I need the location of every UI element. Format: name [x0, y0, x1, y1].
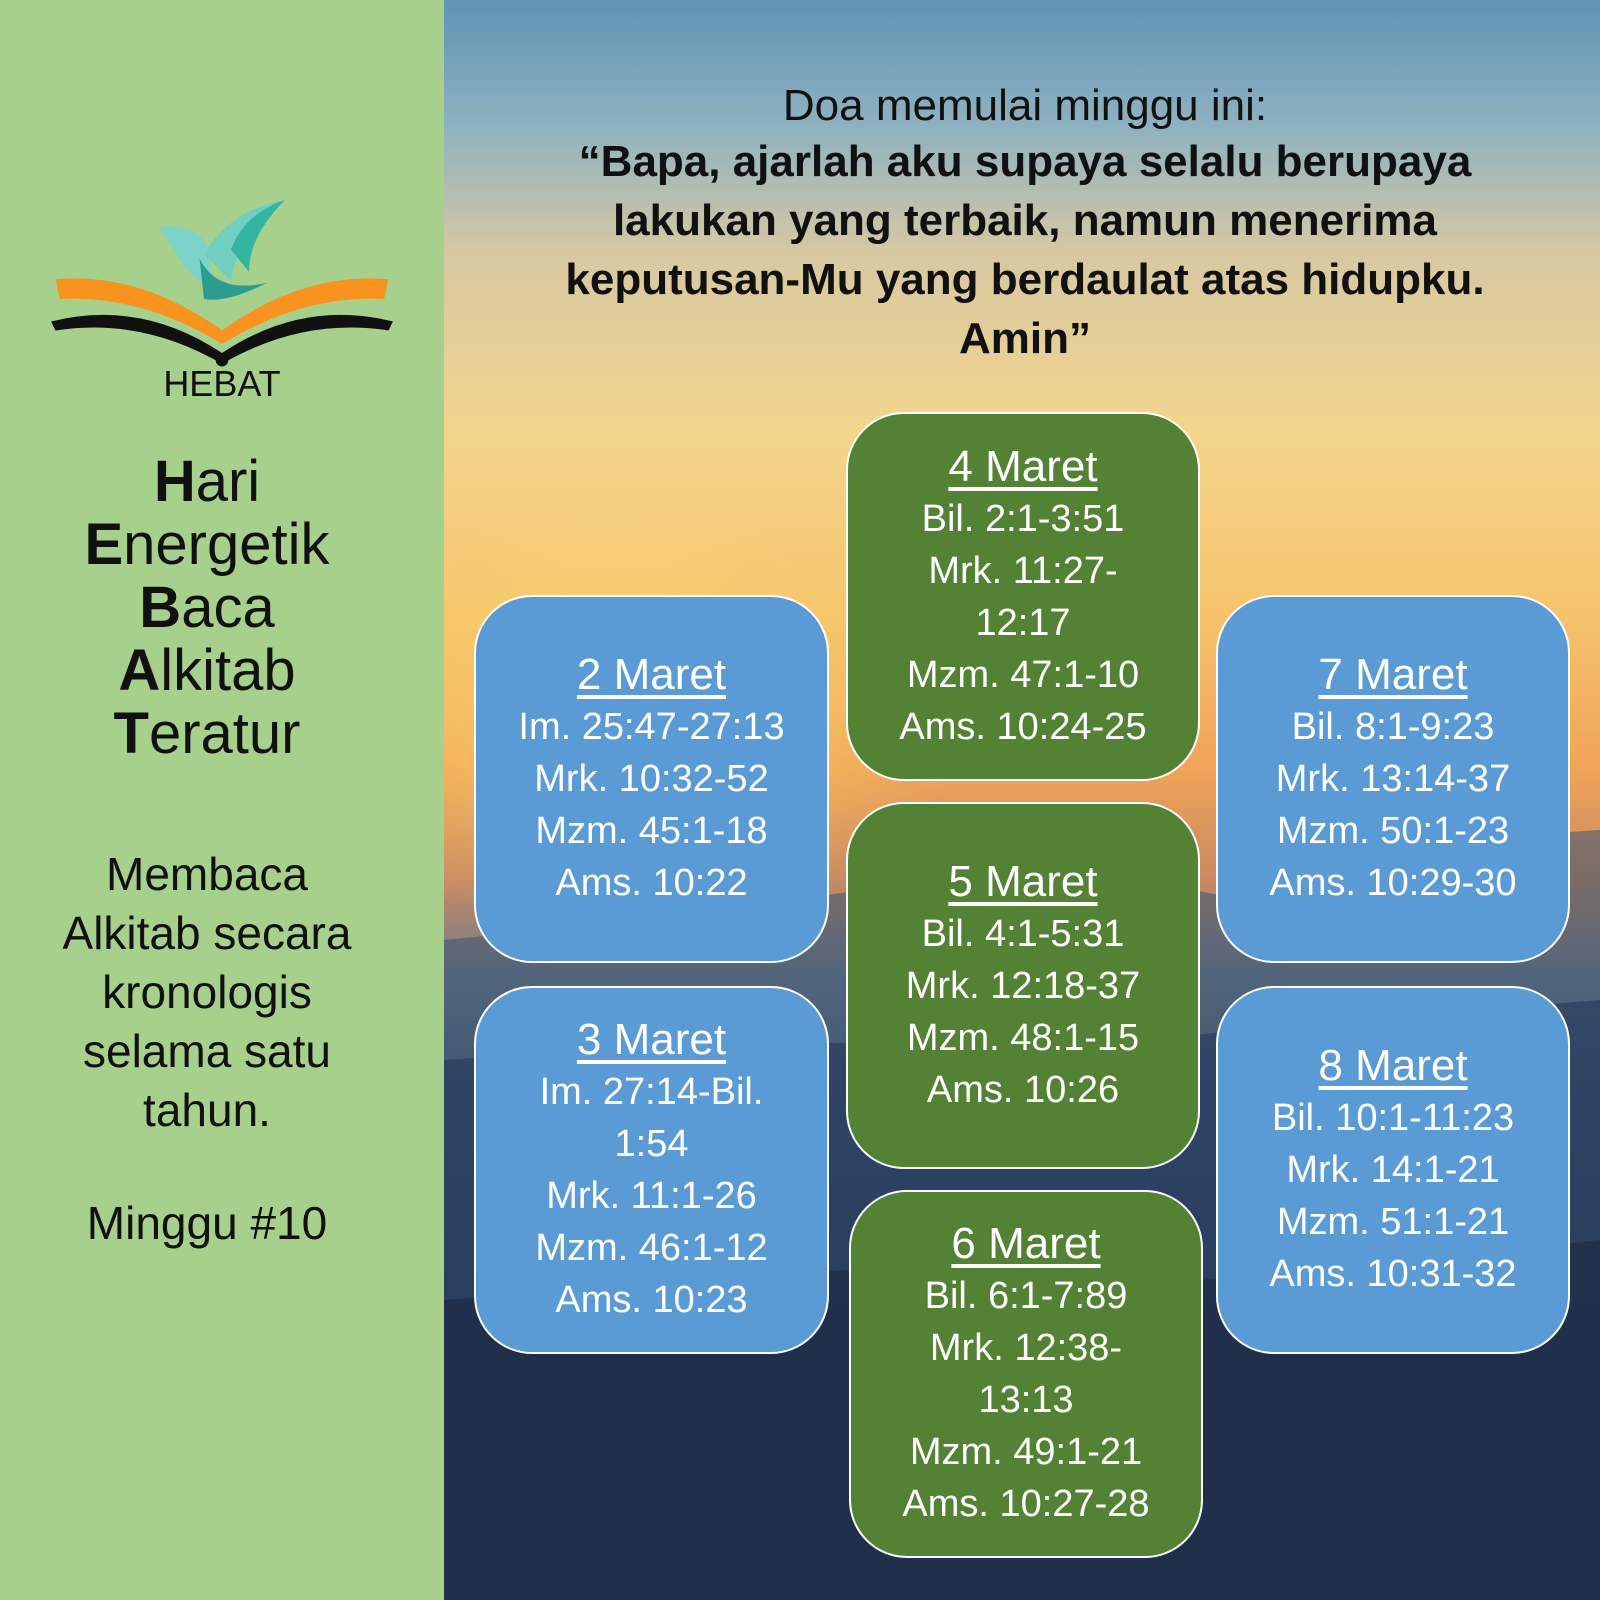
- card-date: 3 Maret: [576, 1015, 727, 1064]
- card-date: 7 Maret: [1318, 650, 1468, 699]
- card-reference: Ams. 10:31-32: [1269, 1253, 1517, 1295]
- card-reference: Im. 27:14-Bil.: [539, 1071, 764, 1113]
- reading-card-5-maret: 5 Maret Bil. 4:1-5:31 Mrk. 12:18-37 Mzm. 48…: [846, 802, 1200, 1169]
- acronym-line: Baca: [139, 575, 275, 640]
- card-reference: Mrk. 10:32-52: [534, 758, 769, 800]
- reading-card-2-maret: 2 Maret Im. 25:47-27:13 Mrk. 10:32-52 Mzm. …: [474, 595, 829, 963]
- acronym-title: Hari Energetik Baca Alkitab Teratur: [0, 450, 414, 765]
- card-reference: Mzm. 47:1-10: [906, 653, 1140, 696]
- card-reference: Bil. 4:1-5:31: [921, 912, 1125, 955]
- prayer-intro: Doa memulai minggu ini:: [782, 81, 1268, 130]
- card-reference: Ams. 10:26: [926, 1068, 1120, 1111]
- card-reference: Mrk. 12:18-37: [905, 964, 1141, 1007]
- card-reference: Mrk. 11:27-: [928, 549, 1118, 592]
- reading-card-8-maret: 8 Maret Bil. 10:1-11:23 Mrk. 14:1-21 Mzm. 5…: [1216, 986, 1570, 1354]
- card-reference: Bil. 2:1-3:51: [921, 497, 1125, 540]
- card-reference: Mzm. 50:1-23: [1276, 810, 1510, 852]
- card-reference: Mzm. 51:1-21: [1276, 1201, 1510, 1243]
- acronym-line: Hari: [153, 449, 261, 514]
- card-reference: Ams. 10:22: [555, 862, 748, 904]
- reading-card-7-maret: 7 Maret Bil. 8:1-9:23 Mrk. 13:14-37 Mzm. 50…: [1216, 595, 1570, 963]
- card-reference: Ams. 10:23: [555, 1279, 748, 1321]
- card-reference: Ams. 10:27-28: [902, 1483, 1150, 1525]
- acronym-line: Energetik: [84, 512, 330, 577]
- reading-card-6-maret: 6 Maret Bil. 6:1-7:89 Mrk. 12:38- 13:13 Mzm.…: [849, 1190, 1203, 1558]
- card-reference: Ams. 10:24-25: [899, 705, 1147, 748]
- card-reference: Mzm. 48:1-15: [906, 1016, 1140, 1059]
- card-reference: 12:17: [975, 601, 1071, 644]
- card-date: 8 Maret: [1318, 1041, 1468, 1090]
- card-reference: Bil. 6:1-7:89: [924, 1275, 1128, 1317]
- card-reference: 1:54: [614, 1123, 689, 1165]
- card-date: 5 Maret: [948, 856, 1098, 906]
- card-reference: Mzm. 46:1-12: [535, 1227, 768, 1269]
- card-reference: Mrk. 11:1-26: [546, 1175, 757, 1217]
- acronym-line: Teratur: [113, 701, 301, 766]
- card-reference: 13:13: [978, 1379, 1074, 1421]
- card-date: 4 Maret: [948, 441, 1098, 491]
- card-reference: Bil. 10:1-11:23: [1271, 1097, 1515, 1139]
- reading-card-3-maret: 3 Maret Im. 27:14-Bil. 1:54 Mrk. 11:1-26 Mzm…: [474, 986, 829, 1354]
- reading-card-4-maret: 4 Maret Bil. 2:1-3:51 Mrk. 11:27- 12:17 Mzm.…: [846, 412, 1200, 781]
- acronym-line: Alkitab: [118, 638, 296, 703]
- description: Membaca Alkitab secara kronologis selama…: [62, 848, 352, 1136]
- prayer-text: “Bapa, ajarlah aku supaya selalu berupay…: [565, 137, 1485, 363]
- card-reference: Mrk. 12:38-: [929, 1327, 1123, 1369]
- hebat-logo: HEBAT: [51, 200, 393, 404]
- card-reference: Im. 25:47-27:13: [518, 706, 785, 748]
- card-date: 2 Maret: [576, 650, 727, 699]
- left-panel: HEBAT Hari Energetik Baca Alkitab Teratu…: [0, 0, 444, 1600]
- card-reference: Mzm. 45:1-18: [535, 810, 768, 852]
- card-reference: Bil. 8:1-9:23: [1291, 706, 1495, 748]
- weekly-prayer: Doa memulai minggu ini: “Bapa, ajarlah a…: [500, 80, 1550, 368]
- week-number: Minggu #10: [86, 1197, 328, 1249]
- card-reference: Mrk. 14:1-21: [1286, 1149, 1500, 1191]
- card-reference: Mzm. 49:1-21: [909, 1431, 1143, 1473]
- card-reference: Mrk. 13:14-37: [1275, 758, 1511, 800]
- logo-text: HEBAT: [163, 363, 280, 404]
- card-reference: Ams. 10:29-30: [1269, 862, 1517, 904]
- card-date: 6 Maret: [951, 1219, 1101, 1268]
